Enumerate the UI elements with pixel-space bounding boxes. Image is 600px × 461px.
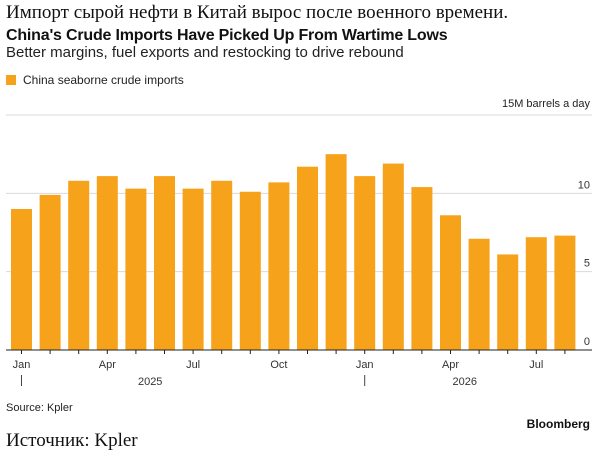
bar-14 <box>411 187 433 350</box>
bar-9 <box>268 182 290 350</box>
y-axis-unit-label: 15M barrels a day <box>502 98 591 110</box>
x-tick-label: Apr <box>442 359 459 371</box>
bar-13 <box>382 163 404 350</box>
bar-1 <box>39 194 61 350</box>
x-tick-label: Oct <box>270 359 287 371</box>
chart-title: China's Crude Imports Have Picked Up Fro… <box>6 27 448 44</box>
x-tick-label: Apr <box>99 359 116 371</box>
bar-2 <box>68 180 90 350</box>
bar-12 <box>354 176 376 350</box>
bar-7 <box>211 180 233 350</box>
bar-19 <box>554 235 576 350</box>
source-note: Source: Kpler <box>6 402 73 414</box>
x-tick-label: Jan <box>356 359 374 371</box>
legend-label: China seaborne crude imports <box>23 73 184 87</box>
bar-15 <box>440 215 461 350</box>
bar-0 <box>11 209 32 350</box>
x-tick-label: Jul <box>529 359 543 371</box>
x-tick-label: Jul <box>186 359 200 371</box>
bar-4 <box>125 188 147 350</box>
x-tick-label: Jan <box>13 359 31 371</box>
y-tick-label: 10 <box>578 179 590 191</box>
legend-swatch <box>6 75 16 85</box>
bar-16 <box>468 238 490 350</box>
chart-legend: China seaborne crude imports <box>6 73 184 87</box>
ru-headline: Импорт сырой нефти в Китай вырос после в… <box>6 2 509 23</box>
bar-17 <box>497 254 519 350</box>
bar-chart: 0 5 10 15M barrels a day Jan Apr Jul Oct Jan Apr J… <box>6 98 592 388</box>
bar-18 <box>525 237 547 350</box>
bar-11 <box>325 154 347 350</box>
ru-source-note: Источник: Kpler <box>6 430 138 451</box>
bar-8 <box>239 191 261 350</box>
y-tick-label: 5 <box>584 258 590 270</box>
bar-3 <box>96 176 118 350</box>
bar-5 <box>154 176 175 350</box>
bar-6 <box>182 188 204 350</box>
bloomberg-logo: Bloomberg <box>526 417 590 431</box>
chart-subtitle: Better margins, fuel exports and restock… <box>6 44 404 61</box>
year-label: 2025 <box>138 376 162 388</box>
y-tick-label: 0 <box>584 336 590 348</box>
bar-10 <box>297 166 318 350</box>
year-label: 2026 <box>453 376 477 388</box>
